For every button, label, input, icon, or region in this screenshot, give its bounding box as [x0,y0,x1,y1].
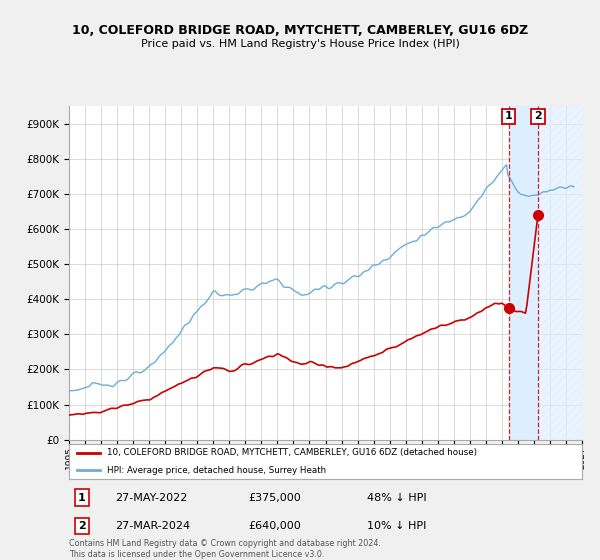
Text: £640,000: £640,000 [248,521,301,531]
Bar [538,106,582,440]
Text: 2: 2 [78,521,86,531]
Text: 10, COLEFORD BRIDGE ROAD, MYTCHETT, CAMBERLEY, GU16 6DZ: 10, COLEFORD BRIDGE ROAD, MYTCHETT, CAMB… [72,24,528,38]
Text: 1: 1 [505,111,512,122]
Text: 27-MAY-2022: 27-MAY-2022 [115,493,188,503]
Text: £375,000: £375,000 [248,493,301,503]
Text: Contains HM Land Registry data © Crown copyright and database right 2024.
This d: Contains HM Land Registry data © Crown c… [69,539,381,559]
Text: 2: 2 [534,111,542,122]
Text: 1: 1 [78,493,86,503]
Text: 27-MAR-2024: 27-MAR-2024 [115,521,190,531]
Bar [509,106,538,440]
Text: Price paid vs. HM Land Registry's House Price Index (HPI): Price paid vs. HM Land Registry's House … [140,39,460,49]
Text: 10, COLEFORD BRIDGE ROAD, MYTCHETT, CAMBERLEY, GU16 6DZ (detached house): 10, COLEFORD BRIDGE ROAD, MYTCHETT, CAMB… [107,448,478,458]
Text: 10% ↓ HPI: 10% ↓ HPI [367,521,426,531]
Text: 48% ↓ HPI: 48% ↓ HPI [367,493,426,503]
Text: HPI: Average price, detached house, Surrey Heath: HPI: Average price, detached house, Surr… [107,465,326,475]
